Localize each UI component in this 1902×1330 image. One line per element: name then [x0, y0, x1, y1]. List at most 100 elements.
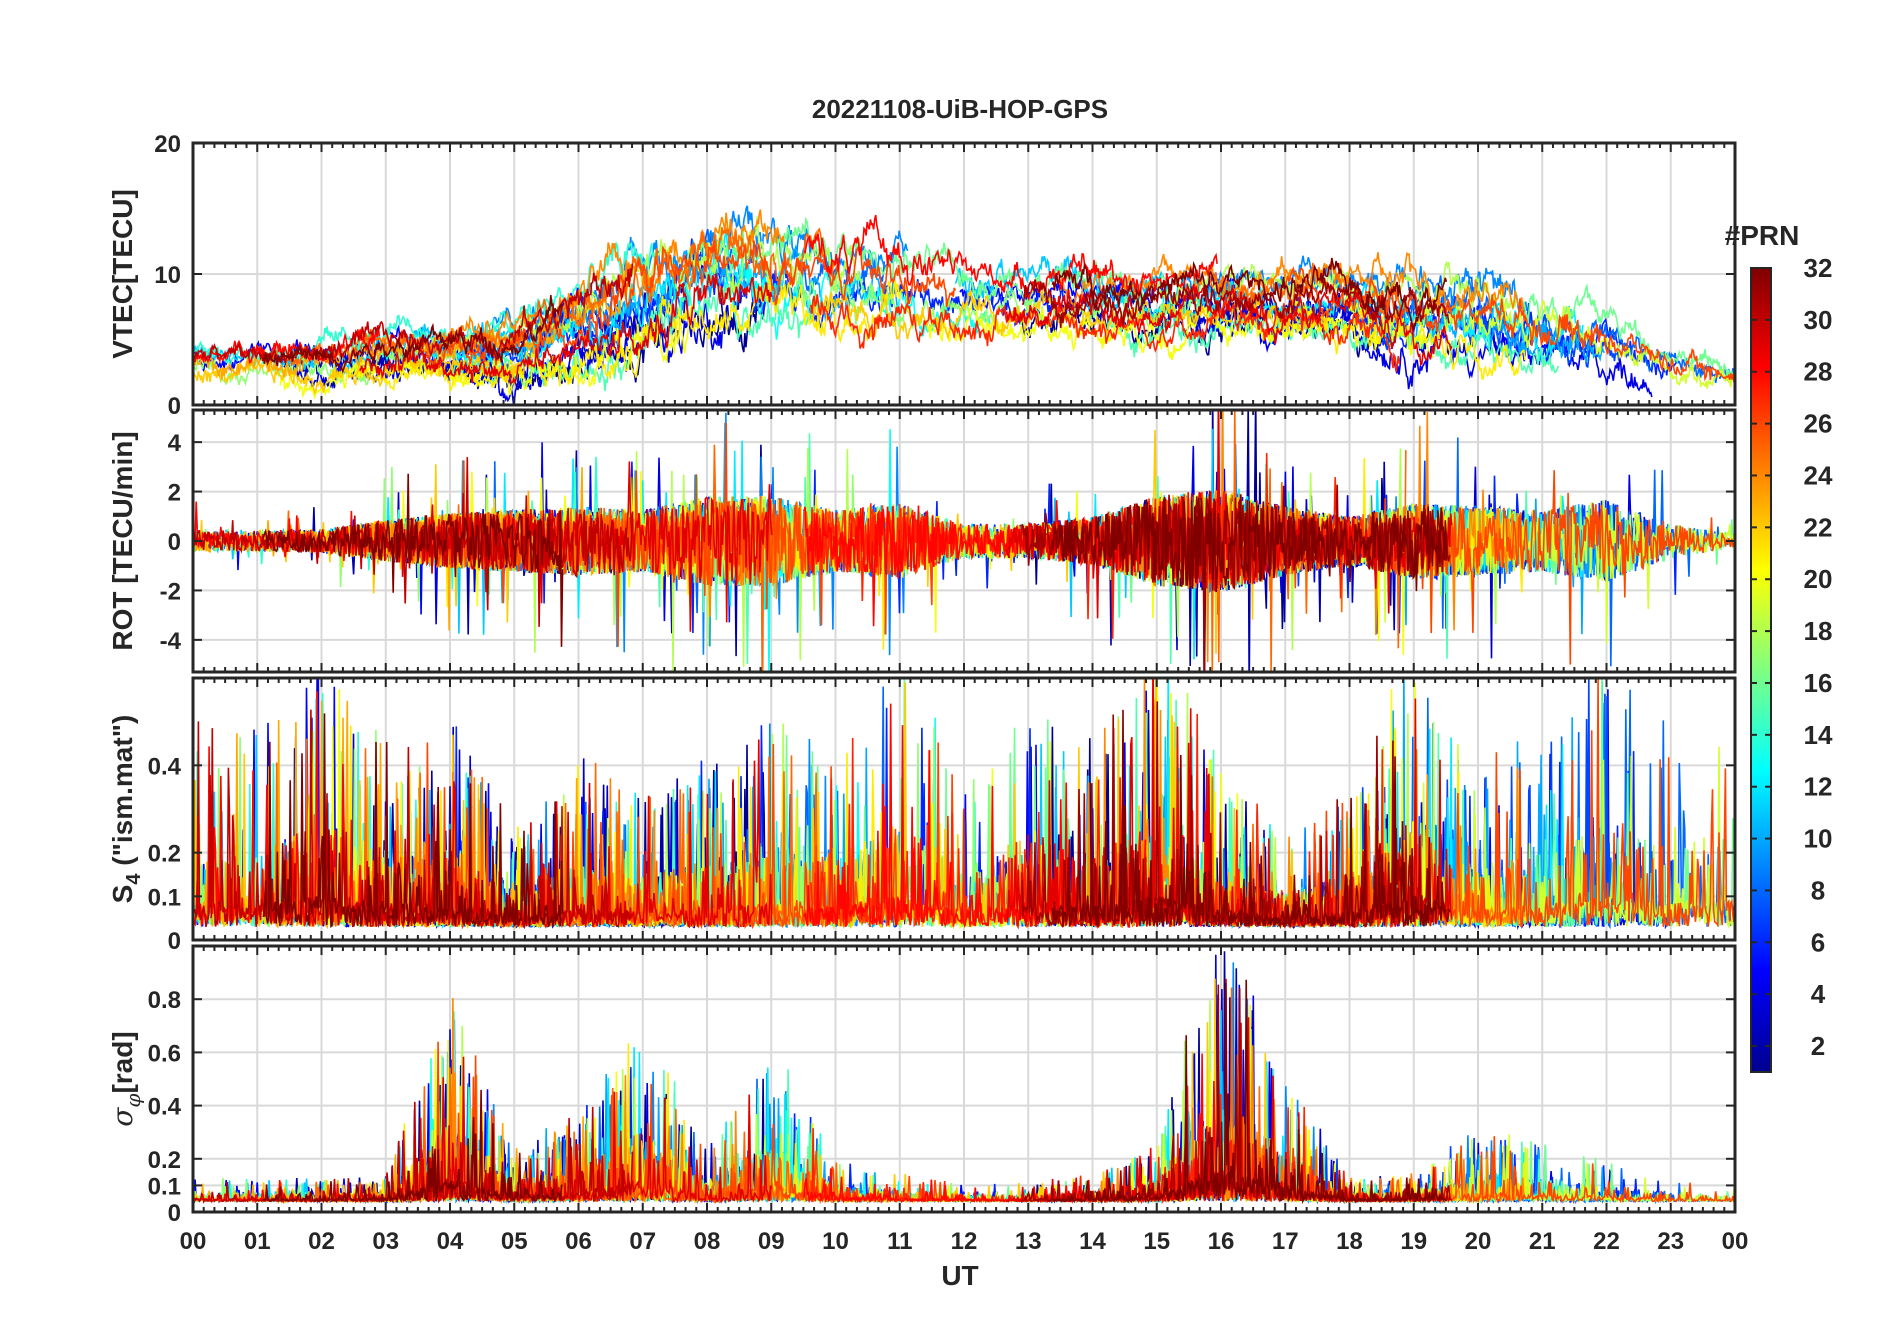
x-tick-label: 06 [565, 1228, 592, 1255]
x-tick-label: 17 [1272, 1228, 1299, 1255]
y-tick-label: 10 [154, 262, 181, 289]
prn-32-line [1051, 257, 1448, 331]
y-axis-label: S4 ("ism.mat") [107, 715, 145, 904]
panel-3: 0 0.1 0.2 0.4S4 ("ism.mat") [107, 676, 1737, 955]
x-tick-label: 16 [1208, 1228, 1235, 1255]
prn-20-line [279, 304, 695, 400]
y-tick-label: 0.2 [148, 841, 181, 868]
y-tick-label: 2 [168, 480, 181, 507]
panel-1: 0 10 20 VTEC[TECU] [107, 131, 1737, 420]
colorbar-tick-label: 6 [1811, 927, 1825, 957]
prn-30-line [193, 457, 634, 627]
y-tick-label: 0 [168, 1200, 181, 1227]
colorbar-tick-label: 32 [1804, 253, 1833, 283]
panel-4-series [193, 951, 1735, 1205]
prn-22-line [193, 349, 527, 396]
y-tick-label: 0.1 [148, 884, 181, 911]
x-tick-label: 12 [951, 1228, 978, 1255]
colorbar-tick-label: 10 [1804, 824, 1833, 854]
colorbar-tick-label: 2 [1811, 1031, 1825, 1061]
prn-32-line [262, 473, 564, 647]
prn-32-line [1051, 709, 1447, 929]
x-tick-label: 21 [1529, 1228, 1556, 1255]
x-tick-label: 10 [822, 1228, 849, 1255]
colorbar-tick-label: 20 [1804, 564, 1833, 594]
y-tick-label: 0 [168, 393, 181, 420]
prn-28-line [803, 214, 1218, 302]
prn-10-line [1375, 297, 1606, 363]
colorbar-ticks: 32 30 28 26 24 22 20 18 16 14 12 10 8 6 4 2 [1751, 253, 1833, 1061]
y-tick-label: 0.8 [148, 987, 181, 1014]
y-tick-label: -4 [160, 628, 182, 655]
panel-3-xticks [192, 678, 1736, 941]
y-axis-label: VTEC[TECU] [107, 189, 138, 359]
colorbar-tick-label: 30 [1804, 305, 1833, 335]
panel-1-series [193, 205, 1735, 405]
colorbar-tick-label: 28 [1804, 357, 1833, 387]
y-tick-label: 0.6 [148, 1040, 181, 1067]
prn-32-line [1051, 494, 1448, 593]
x-tick-label: 18 [1336, 1228, 1363, 1255]
colorbar-tick-label: 18 [1804, 616, 1833, 646]
y-axis-label: σφ[rad] [106, 1031, 145, 1126]
x-tick-label: 23 [1657, 1228, 1684, 1255]
colorbar-gradient [1750, 267, 1772, 1073]
colorbar-tick-label: 14 [1804, 720, 1833, 750]
y-tick-label: 0.1 [148, 1173, 181, 1200]
panel-2-series [193, 410, 1735, 672]
colorbar-tick-label: 16 [1804, 668, 1833, 698]
y-axis-label: ROT [TECU/min] [107, 431, 138, 650]
chart-title: 20221108-UiB-HOP-GPS [812, 94, 1108, 124]
prn-32-line [262, 295, 564, 374]
panel-1-xticks [192, 142, 1736, 406]
y-tick-label: 0.4 [148, 753, 182, 780]
prn-32-line [1051, 979, 1447, 1205]
prn-26-line [1279, 678, 1735, 929]
prn-32-line [262, 713, 564, 929]
y-tick-label: 0 [168, 928, 181, 955]
x-tick-label: 05 [501, 1228, 528, 1255]
x-tick-label: 13 [1015, 1228, 1042, 1255]
colorbar: #PRN 32 30 28 26 24 22 20 18 16 14 12 10 8 6 4 2 [1725, 220, 1833, 1073]
x-tick-label: 20 [1465, 1228, 1492, 1255]
y-tick-label: 20 [154, 131, 181, 158]
colorbar-tick-label: 12 [1804, 772, 1833, 802]
colorbar-tick-label: 8 [1811, 875, 1825, 905]
prn-29-line [359, 273, 773, 385]
x-tick-label: 00 [180, 1228, 207, 1255]
x-tick-label: 22 [1593, 1228, 1620, 1255]
y-tick-label: -2 [160, 578, 181, 605]
colorbar-title: #PRN [1725, 220, 1800, 251]
x-tick-label: 14 [1079, 1228, 1106, 1255]
x-tick-label: 00 [1722, 1228, 1749, 1255]
x-tick-label: 02 [308, 1228, 335, 1255]
prn-21-line [346, 276, 911, 392]
x-tick-label: 03 [372, 1228, 399, 1255]
x-tick-label: 08 [694, 1228, 721, 1255]
y-tick-label: 0.2 [148, 1147, 181, 1174]
x-tick-label: 09 [758, 1228, 785, 1255]
x-tick-label: 19 [1400, 1228, 1427, 1255]
colorbar-tick-label: 22 [1804, 512, 1833, 542]
x-tick-label: 04 [437, 1228, 464, 1255]
panel-2-xticks [192, 410, 1736, 672]
x-tick-label: 07 [629, 1228, 656, 1255]
y-tick-label: 0.4 [148, 1094, 182, 1121]
prn-32-line [263, 1089, 563, 1204]
panel-3-series [193, 678, 1735, 930]
x-tick-label: 01 [244, 1228, 271, 1255]
x-axis-label: UT [941, 1260, 978, 1291]
prn-8-line [1403, 437, 1735, 667]
colorbar-tick-label: 26 [1804, 409, 1833, 439]
x-tick-label: 15 [1143, 1228, 1170, 1255]
panel-2: -4 -2 0 2 4 ROT [TECU/min] [107, 408, 1737, 674]
colorbar-tick-label: 24 [1804, 460, 1833, 490]
panel-4-xticks [192, 946, 1736, 1213]
prn-27-line [810, 294, 1401, 373]
colorbar-tick-label: 4 [1811, 979, 1826, 1009]
panel-4: 00.10.2 0.4 0.6 0.8σφ[rad] 00 01 02 03 04 05 06 07 0… [106, 944, 1749, 1255]
x-tick-label: 11 [887, 1228, 912, 1255]
y-tick-label: 4 [168, 430, 182, 457]
